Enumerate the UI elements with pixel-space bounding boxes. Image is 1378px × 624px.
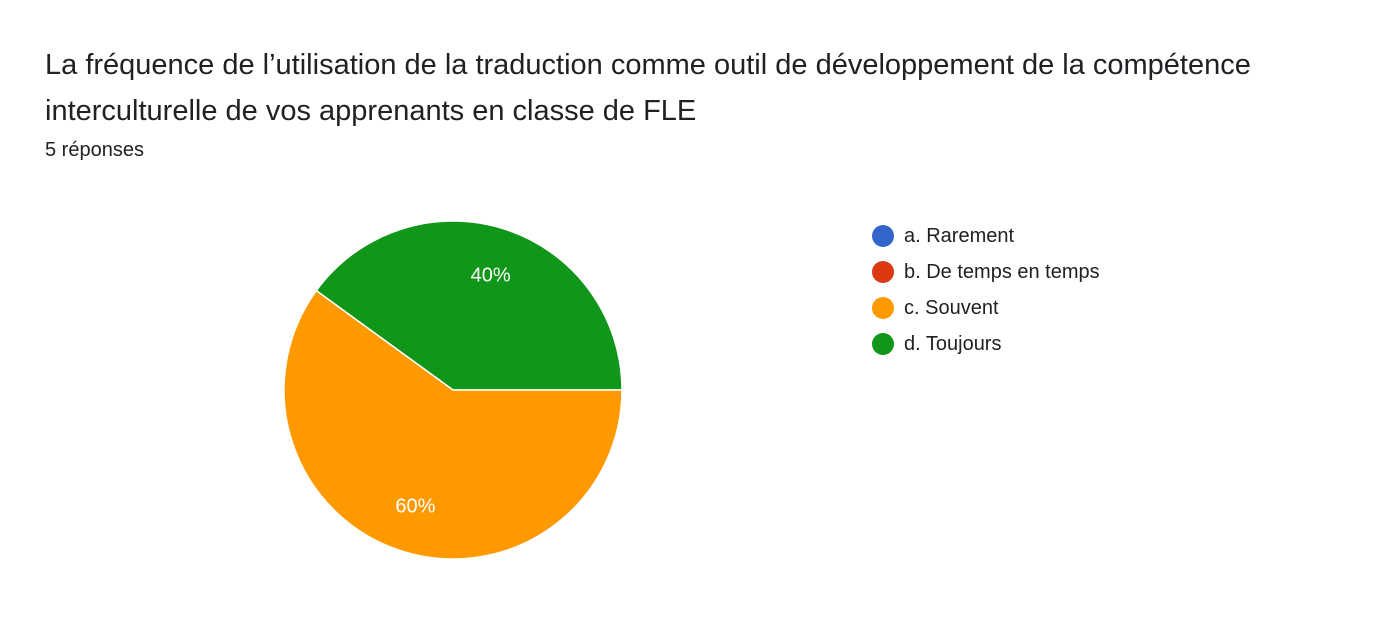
legend-item-4[interactable]: d. Toujours	[872, 326, 1100, 362]
legend-swatch-icon	[872, 225, 894, 247]
legend-label: d. Toujours	[904, 332, 1002, 355]
pie-slice-label-3: 60%	[395, 496, 435, 518]
chart-title: La fréquence de l’utilisation de la trad…	[45, 49, 1251, 127]
legend-swatch-icon	[872, 333, 894, 355]
pie-slice-labels: 40% 60%	[395, 264, 510, 517]
legend-label: c. Souvent	[904, 296, 999, 319]
pie-slices	[283, 220, 623, 560]
pie-slice-4[interactable]	[315, 220, 623, 391]
legend-item-3[interactable]: c. Souvent	[872, 290, 1100, 326]
legend-label: a. Rarement	[904, 224, 1015, 247]
legend-item-1[interactable]: a. Rarement	[872, 218, 1100, 254]
chart-legend: a. Rarement b. De temps en temps c. Souven…	[872, 218, 1100, 362]
pie-slice-label-4: 40%	[471, 264, 511, 286]
response-count: 5 réponses	[45, 139, 144, 161]
legend-item-2[interactable]: b. De temps en temps	[872, 254, 1100, 290]
pie-slice-3[interactable]	[283, 289, 623, 560]
legend-swatch-icon	[872, 261, 894, 283]
legend-swatch-icon	[872, 297, 894, 319]
legend-label: b. De temps en temps	[904, 260, 1100, 283]
